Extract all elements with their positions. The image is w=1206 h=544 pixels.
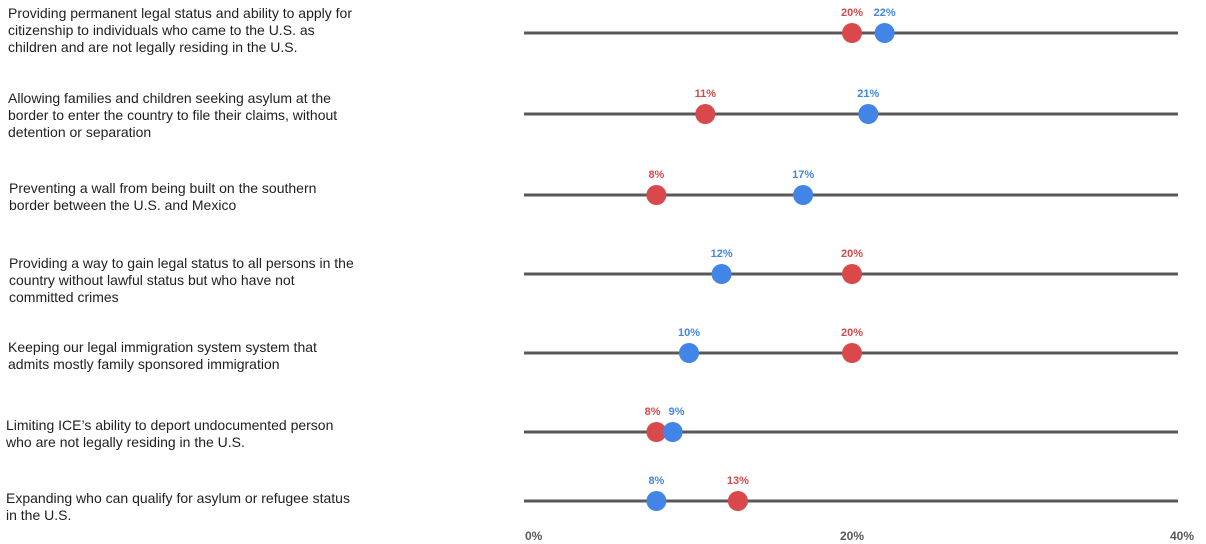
category-label-line: detention or separation	[8, 124, 151, 140]
x-tick-label: 0%	[525, 529, 543, 543]
x-tick-label: 40%	[1170, 529, 1194, 543]
data-label: 13%	[727, 475, 749, 487]
data-point	[662, 422, 683, 442]
category-label: Providing permanent legal status and abi…	[8, 5, 352, 55]
category-label-line: in the U.S.	[6, 507, 71, 523]
category-label-line: Providing permanent legal status and abi…	[8, 5, 352, 21]
category-label-line: Preventing a wall from being built on th…	[9, 180, 316, 196]
chart-row: 20% 22%	[524, 7, 1178, 43]
category-label-line: Keeping our legal immigration system sys…	[8, 339, 317, 355]
category-label: Limiting ICE’s ability to deport undocum…	[5, 417, 333, 450]
category-label-line: Providing a way to gain legal status to …	[9, 255, 354, 271]
category-label: Preventing a wall from being built on th…	[9, 180, 316, 213]
data-point	[727, 491, 748, 511]
data-label: 22%	[874, 7, 896, 19]
data-point	[793, 185, 814, 205]
category-label-line: citizenship to individuals who came to t…	[8, 22, 315, 38]
category-label-line: admits mostly family sponsored immigrati…	[8, 356, 280, 372]
data-label: 8%	[648, 475, 664, 487]
data-label: 20%	[841, 7, 863, 19]
data-point	[858, 104, 879, 124]
data-point	[711, 264, 732, 284]
category-label: Keeping our legal immigration system sys…	[8, 339, 317, 372]
chart-row: 13% 8%	[524, 475, 1178, 511]
category-label: Allowing families and children seeking a…	[8, 90, 337, 140]
chart-row: 20% 10%	[524, 327, 1178, 363]
category-label-line: border to enter the country to file thei…	[8, 107, 337, 123]
data-point	[842, 343, 862, 363]
chart-rows: 20% 22% 11% 21% 8% 17% 20% 12% 20% 10% 8% 9% 13% 8%	[524, 7, 1178, 511]
category-label-line: country without lawful status but who ha…	[9, 272, 295, 288]
category-label-line: border between the U.S. and Mexico	[9, 197, 236, 213]
data-label: 12%	[711, 248, 733, 260]
data-point	[842, 23, 862, 43]
x-tick-label: 20%	[840, 529, 864, 543]
data-label: 17%	[792, 169, 814, 181]
chart-row: 11% 21%	[524, 88, 1178, 124]
data-point	[679, 343, 699, 363]
data-label: 20%	[841, 327, 863, 339]
chart-row: 8% 9%	[524, 406, 1178, 442]
data-label: 9%	[669, 406, 685, 418]
category-label-line: Limiting ICE’s ability to deport undocum…	[6, 417, 333, 433]
data-point	[646, 491, 667, 511]
chart-row: 8% 17%	[524, 169, 1178, 205]
category-label-line: Allowing families and children seeking a…	[8, 90, 331, 106]
data-label: 11%	[695, 88, 717, 100]
data-label: 20%	[841, 248, 863, 260]
category-labels: Providing permanent legal status and abi…	[5, 5, 354, 523]
data-label: 8%	[648, 169, 664, 181]
category-label: Providing a way to gain legal status to …	[9, 255, 354, 305]
data-point	[695, 104, 716, 124]
data-point	[842, 264, 862, 284]
data-point	[874, 23, 895, 43]
data-label: 21%	[857, 88, 879, 100]
x-axis-ticks: 0% 20% 40%	[525, 529, 1194, 543]
category-label-line: children and are not legally residing in…	[8, 39, 298, 55]
category-label: Expanding who can qualify for asylum or …	[6, 490, 350, 523]
chart-row: 20% 12%	[524, 248, 1178, 284]
data-label: 10%	[678, 327, 700, 339]
category-label-line: committed crimes	[9, 289, 119, 305]
data-label: 8%	[645, 406, 661, 418]
category-label-line: Expanding who can qualify for asylum or …	[6, 490, 350, 506]
data-point	[646, 422, 667, 442]
data-point	[646, 185, 667, 205]
category-label-line: who are not legally residing in the U.S.	[5, 434, 245, 450]
